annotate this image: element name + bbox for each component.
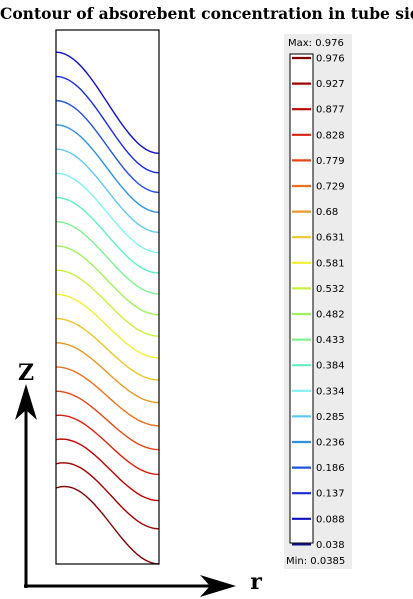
legend-level-label-3: 0.828	[316, 130, 345, 141]
legend-level-label-13: 0.334	[316, 386, 345, 397]
contour-line-2	[55, 438, 160, 502]
contour-line-6	[55, 342, 160, 404]
legend-level-label-12: 0.384	[316, 361, 345, 372]
contour-line-5	[55, 366, 160, 427]
contour-line-3	[55, 414, 160, 476]
contour-line-16	[55, 99, 160, 194]
contour-line-7	[55, 317, 160, 381]
z-axis-label: z	[18, 360, 34, 386]
legend-level-label-11: 0.433	[316, 335, 345, 346]
contour-line-0	[55, 485, 160, 565]
contour-line-14	[55, 148, 160, 233]
legend-level-label-17: 0.137	[316, 489, 345, 500]
contour-line-12	[55, 196, 160, 274]
legend-level-label-10: 0.482	[316, 310, 345, 321]
legend-level-label-8: 0.581	[316, 258, 345, 269]
contour-line-17	[55, 75, 160, 174]
contour-line-18	[55, 51, 160, 154]
legend-level-label-1: 0.927	[316, 79, 345, 90]
contour-line-15	[55, 124, 160, 213]
legend-level-label-16: 0.186	[316, 463, 345, 474]
legend-level-label-6: 0.68	[316, 207, 338, 218]
legend-min: Min: 0.0385	[286, 556, 345, 567]
legend-level-label-18: 0.088	[316, 514, 345, 525]
contour-line-9	[55, 269, 160, 337]
axis-arrows	[15, 384, 236, 597]
contour-line-13	[55, 172, 160, 254]
legend-level-label-7: 0.631	[316, 233, 345, 244]
legend-level-label-4: 0.779	[316, 156, 345, 167]
colorbar-legend: Max: 0.976 Min: 0.0385 0.976 0.927 0.877 0.…	[284, 34, 352, 569]
legend-level-label-15: 0.236	[316, 438, 345, 449]
contour-line-10	[55, 245, 160, 316]
legend-max: Max: 0.976	[288, 38, 344, 49]
legend-level-label-0: 0.976	[316, 54, 345, 65]
legend-level-label-5: 0.729	[316, 182, 345, 193]
contour-line-4	[55, 390, 160, 451]
chart-title: Contour of absorebent concentration in t…	[0, 4, 413, 23]
legend-level-label-9: 0.532	[316, 284, 345, 295]
r-axis-label: r	[250, 569, 262, 595]
contour-line-8	[55, 293, 160, 359]
contour-plot	[55, 51, 160, 565]
legend-level-label-19: 0.038	[316, 540, 345, 551]
contour-line-1	[55, 462, 160, 530]
contour-line-11	[55, 221, 160, 295]
domain-frame	[55, 29, 160, 565]
legend-level-label-2: 0.877	[316, 105, 345, 116]
legend-level-label-14: 0.285	[316, 412, 345, 423]
